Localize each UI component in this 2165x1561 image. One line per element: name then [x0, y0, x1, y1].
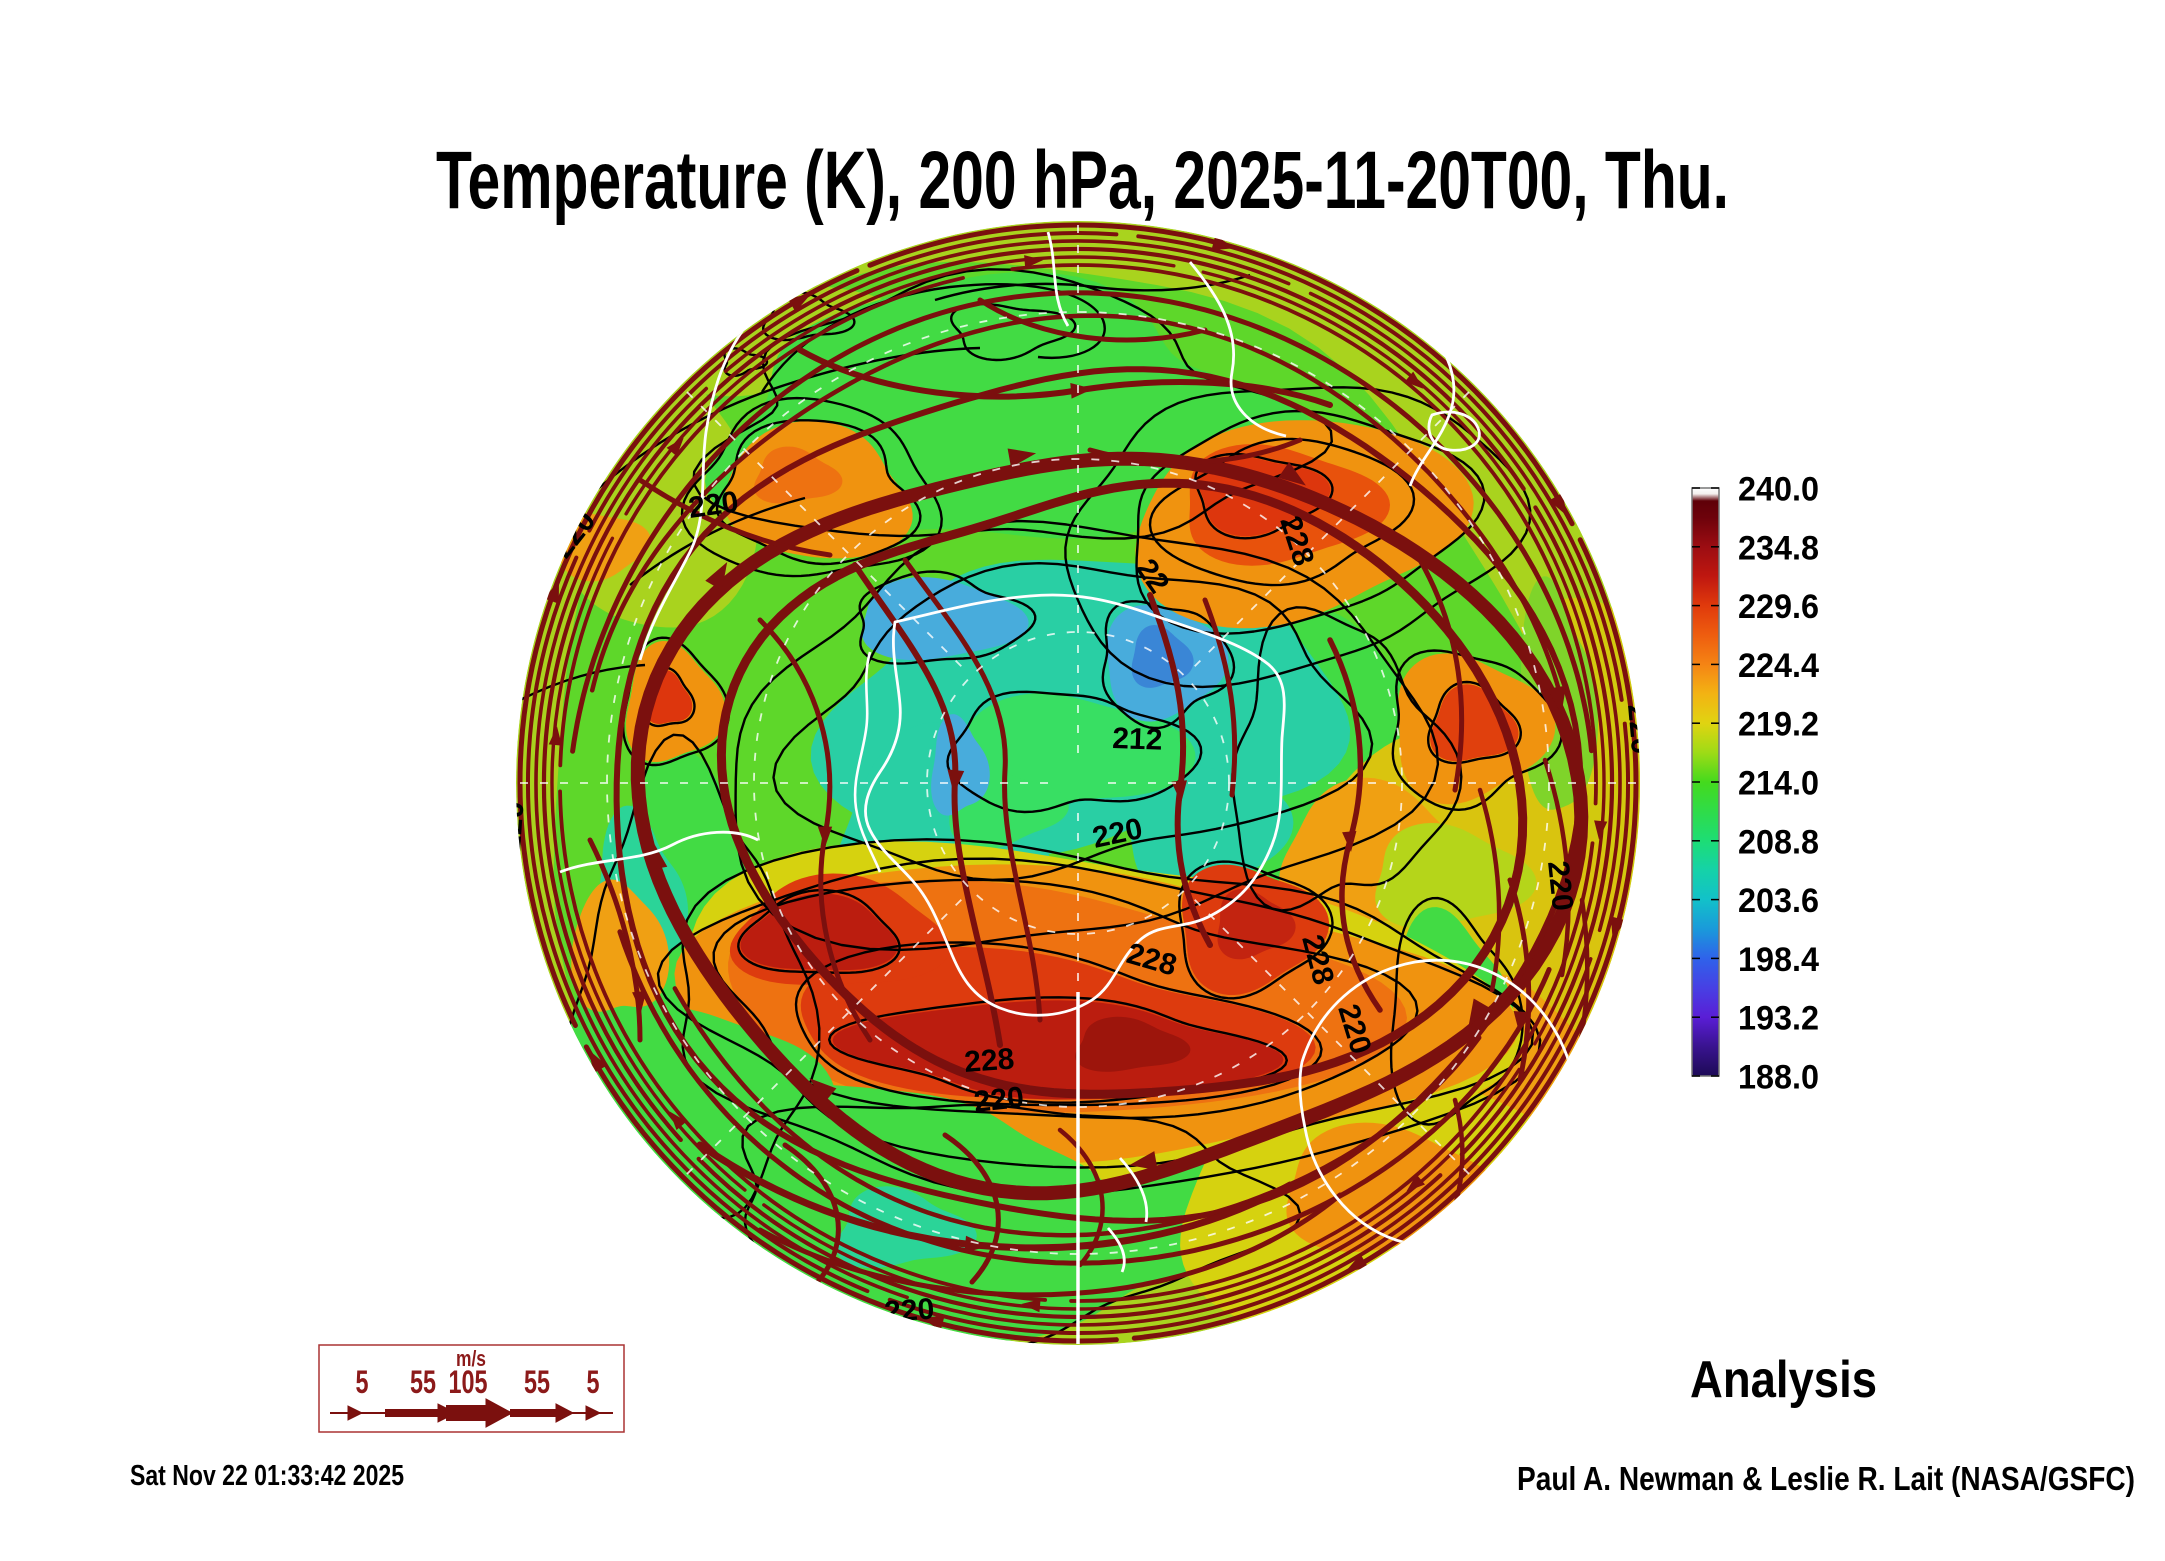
svg-text:5: 5	[587, 1364, 600, 1400]
svg-text:Paul A. Newman & Leslie R. Lai: Paul A. Newman & Leslie R. Lait (NASA/GS…	[1517, 1460, 2135, 1497]
svg-text:228: 228	[963, 1043, 1015, 1079]
svg-text:234.8: 234.8	[1738, 529, 1819, 567]
svg-text:208.8: 208.8	[1738, 823, 1819, 861]
svg-text:214.0: 214.0	[1738, 765, 1819, 803]
svg-text:193.2: 193.2	[1738, 1000, 1819, 1038]
svg-text:219.2: 219.2	[1738, 706, 1819, 744]
svg-text:240.0: 240.0	[1738, 471, 1819, 509]
svg-text:55: 55	[524, 1364, 550, 1400]
svg-text:5: 5	[356, 1364, 369, 1400]
svg-text:212: 212	[1112, 722, 1163, 757]
svg-text:m/s: m/s	[456, 1346, 486, 1371]
svg-text:Analysis: Analysis	[1690, 1351, 1877, 1409]
svg-text:Temperature (K), 200 hPa, 2025: Temperature (K), 200 hPa, 2025-11-20T00,…	[436, 135, 1729, 226]
svg-text:188.0: 188.0	[1738, 1059, 1819, 1097]
svg-text:229.6: 229.6	[1738, 588, 1819, 626]
svg-text:220: 220	[494, 800, 530, 852]
svg-text:Sat Nov 22 01:33:42 2025: Sat Nov 22 01:33:42 2025	[130, 1460, 404, 1492]
svg-text:224.4: 224.4	[1738, 647, 1819, 685]
svg-text:220: 220	[972, 1081, 1025, 1119]
svg-text:105: 105	[449, 1364, 488, 1400]
svg-text:220: 220	[686, 485, 740, 525]
svg-text:203.6: 203.6	[1738, 882, 1819, 920]
svg-text:198.4: 198.4	[1738, 941, 1819, 979]
svg-text:55: 55	[410, 1364, 436, 1400]
svg-text:220: 220	[1621, 703, 1658, 756]
svg-text:220: 220	[1541, 859, 1579, 912]
